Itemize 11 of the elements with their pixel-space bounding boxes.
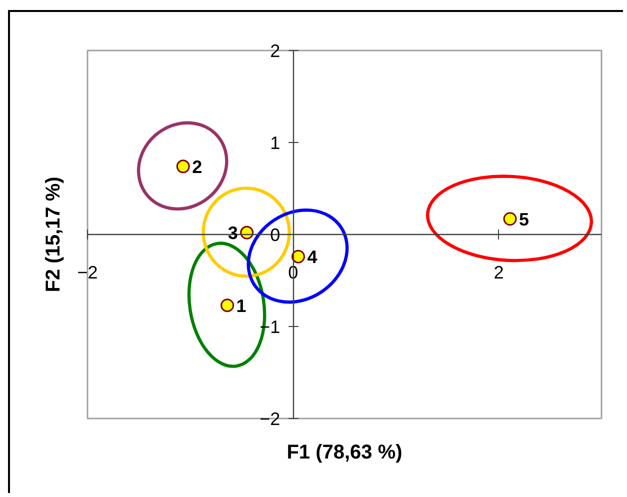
x-tick-label: −2 — [77, 262, 98, 282]
x-axis-title: F1 (78,63 %) — [286, 442, 402, 464]
y-tick-label: 2 — [270, 41, 280, 61]
y-tick-label: 1 — [270, 133, 280, 153]
x-tick-label: 2 — [494, 262, 504, 282]
annotation: 4 — [307, 247, 318, 268]
y-tick-label: −2 — [260, 409, 280, 429]
y-axis-title: F2 (15,17 %) — [42, 176, 64, 292]
annotation: 1 — [236, 296, 246, 316]
annotation: 5 — [519, 209, 530, 230]
annotation: 2 — [192, 156, 202, 177]
